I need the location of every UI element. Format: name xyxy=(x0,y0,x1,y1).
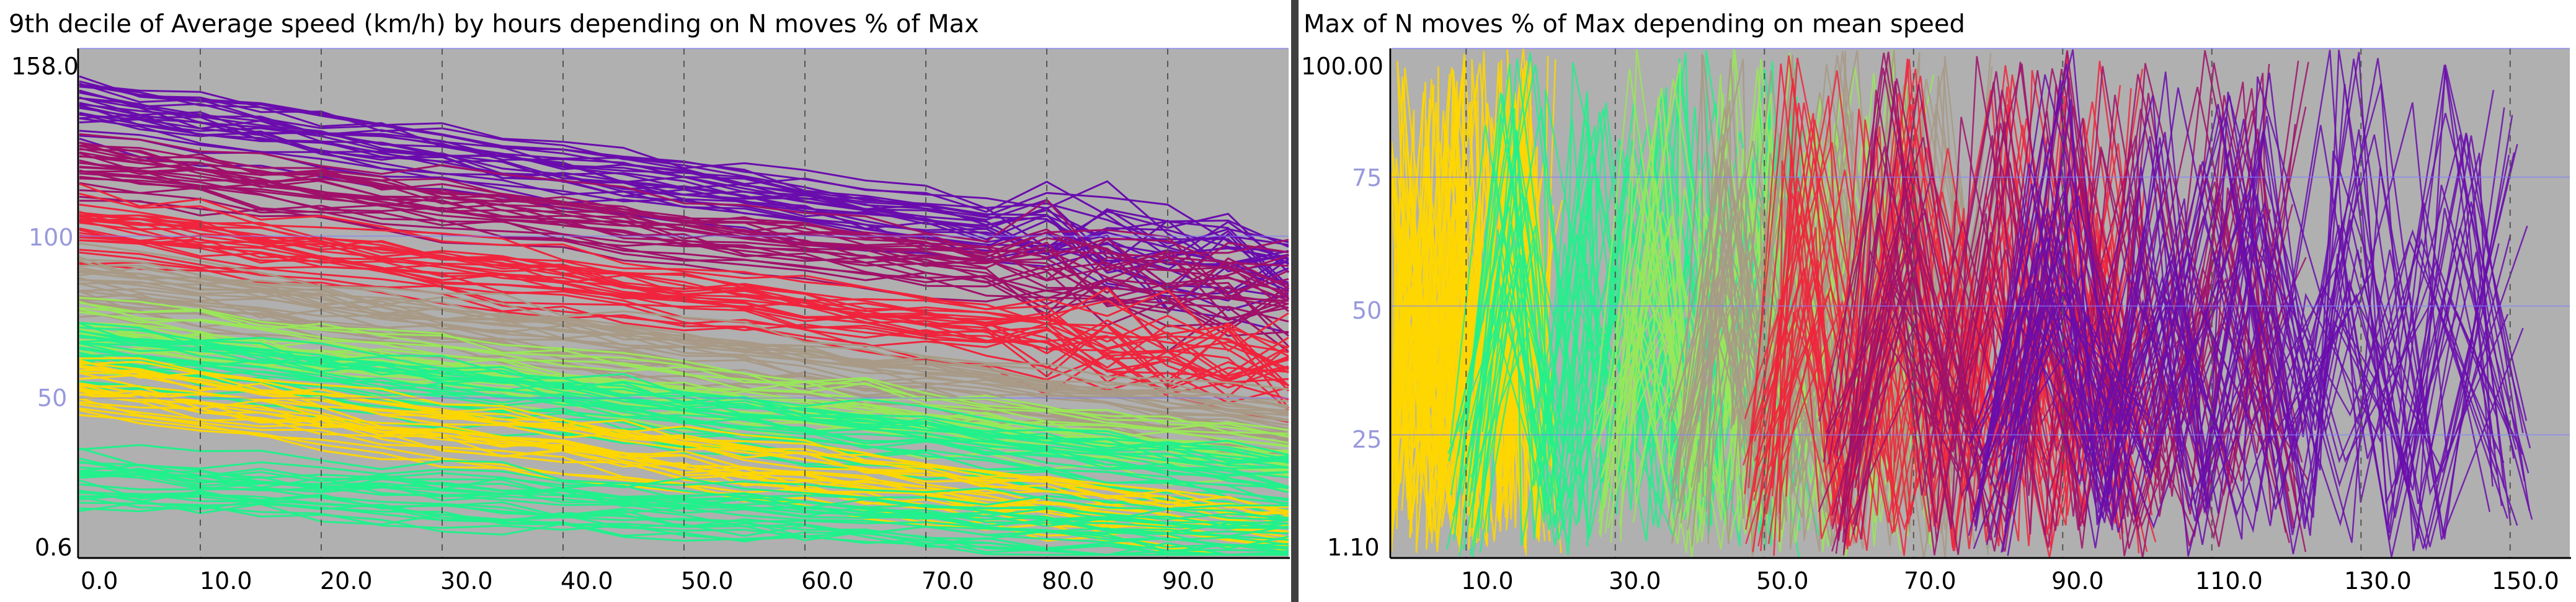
right-series-line xyxy=(1842,128,2299,553)
right-series-line xyxy=(1671,89,1997,544)
left-series-line xyxy=(79,326,1289,456)
left-series-line xyxy=(79,242,1289,391)
left-series-line xyxy=(79,357,1289,490)
left-y-tick-label: 0.6 xyxy=(35,534,72,561)
right-x-tick-label: 30.0 xyxy=(1609,567,1661,595)
left-series-line xyxy=(79,403,1289,547)
right-data-series xyxy=(1390,48,2533,559)
left-chart-title: 9th decile of Average speed (km/h) by ho… xyxy=(9,10,979,38)
right-series-line xyxy=(1990,202,2491,523)
left-series-line xyxy=(79,301,1289,431)
right-chart-title: Max of N moves % of Max depending on mea… xyxy=(1304,10,1965,38)
right-series-line xyxy=(1986,71,2515,533)
left-series-line xyxy=(79,447,1289,521)
left-series-line xyxy=(79,219,1289,377)
right-series-line xyxy=(2008,50,2531,533)
left-series-line xyxy=(79,169,1289,316)
left-series-line xyxy=(79,461,1289,521)
right-series-line xyxy=(1837,63,2285,541)
left-x-tick-label: 10.0 xyxy=(200,567,252,595)
left-series-line xyxy=(79,182,1289,353)
right-x-tick-label: 10.0 xyxy=(1461,567,1514,595)
left-x-ticks: 0.0 10.0 20.0 30.0 40.0 50.0 60.0 70.0 8… xyxy=(81,567,1215,595)
left-x-tick-label: 40.0 xyxy=(561,567,613,595)
left-x-tick-label: 50.0 xyxy=(681,567,734,595)
right-x-tick-label: 130.0 xyxy=(2344,567,2412,595)
right-x-tick-label: 110.0 xyxy=(2195,567,2263,595)
right-series-line xyxy=(1966,49,2505,541)
left-data-series xyxy=(79,75,1290,556)
right-y-tick-label: 100.00 xyxy=(1301,53,1383,80)
left-y-tick-label: 100 xyxy=(29,224,74,251)
right-series-line xyxy=(2005,115,2524,526)
right-series-line xyxy=(2007,150,2528,556)
right-x-tick-label: 70.0 xyxy=(1904,567,1956,595)
right-series-line xyxy=(1749,162,2131,531)
right-series-line xyxy=(1852,158,2268,538)
left-series-line xyxy=(79,166,1289,320)
right-panel: Max of N moves % of Max depending on mea… xyxy=(1301,10,2571,595)
right-series-line xyxy=(1997,239,2505,527)
left-series-line xyxy=(79,227,1290,409)
left-x-tick-label: 70.0 xyxy=(922,567,974,595)
left-series-line xyxy=(79,366,1289,512)
right-series-line xyxy=(2000,136,2497,557)
right-y-tick-label: 75 xyxy=(1352,164,1382,192)
right-series-line xyxy=(1855,68,2270,517)
right-series-line xyxy=(1989,58,2512,526)
left-grid xyxy=(79,48,1289,558)
left-panel: 9th decile of Average speed (km/h) by ho… xyxy=(9,10,1290,595)
left-x-tick-label: 20.0 xyxy=(320,567,373,595)
right-series-line xyxy=(1986,84,2529,546)
left-x-tick-label: 30.0 xyxy=(440,567,493,595)
left-x-tick-label: 0.0 xyxy=(81,567,118,595)
right-x-tick-label: 150.0 xyxy=(2492,567,2559,595)
left-series-line xyxy=(79,277,1289,422)
left-x-tick-label: 90.0 xyxy=(1162,567,1215,595)
left-series-line xyxy=(79,392,1289,544)
right-series-line xyxy=(1472,97,1819,557)
right-series-line xyxy=(1825,50,2307,552)
right-series-line xyxy=(2004,71,2492,533)
left-series-line xyxy=(79,177,1289,311)
left-y-tick-label: 50 xyxy=(37,384,67,412)
left-series-line xyxy=(79,264,1289,407)
left-series-line xyxy=(79,389,1289,538)
left-x-tick-label: 80.0 xyxy=(1042,567,1095,595)
right-series-line xyxy=(1852,146,2291,544)
right-grid xyxy=(1392,48,2570,558)
left-series-line xyxy=(79,151,1289,287)
left-series-line xyxy=(79,330,1289,461)
right-series-line xyxy=(1410,146,1561,511)
right-y-tick-label: 25 xyxy=(1352,426,1382,453)
right-y-tick-label: 50 xyxy=(1352,297,1382,324)
right-x-tick-label: 50.0 xyxy=(1756,567,1809,595)
left-x-tick-label: 60.0 xyxy=(801,567,854,595)
right-series-line xyxy=(1970,102,2510,461)
right-series-line xyxy=(2001,58,2524,553)
left-y-tick-label: 158.0 xyxy=(11,53,79,80)
right-x-ticks: 10.0 30.0 50.0 70.0 90.0 110.0 130.0 150… xyxy=(1461,567,2559,595)
right-x-tick-label: 90.0 xyxy=(2051,567,2104,595)
left-series-line xyxy=(79,352,1289,488)
left-series-line xyxy=(79,342,1289,476)
left-series-line xyxy=(79,192,1289,352)
panel-divider[interactable] xyxy=(1291,0,1299,602)
left-series-line xyxy=(79,322,1289,464)
right-series-line xyxy=(1818,117,2265,552)
right-series-line xyxy=(1968,158,2498,476)
right-series-line xyxy=(1984,200,2518,529)
left-series-line xyxy=(79,282,1289,427)
right-series-line xyxy=(1477,58,1806,539)
right-series-line xyxy=(1840,73,2270,523)
right-y-tick-label: 1.10 xyxy=(1327,534,1380,561)
left-series-line xyxy=(79,492,1289,550)
left-series-line xyxy=(79,175,1289,337)
right-series-line xyxy=(1998,95,2515,549)
